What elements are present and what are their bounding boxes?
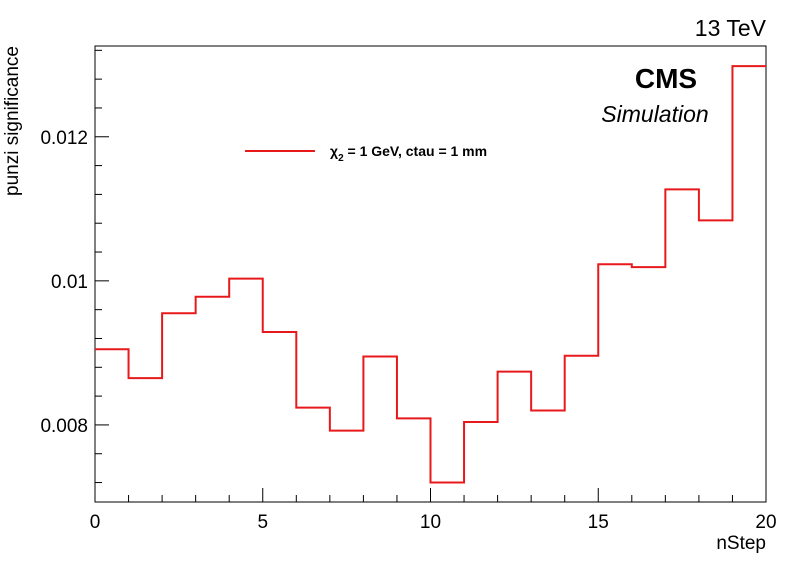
- y-tick-label: 0.008: [40, 416, 88, 437]
- x-tick-label: 20: [755, 512, 776, 533]
- x-tick-label: 5: [257, 512, 268, 533]
- y-tick-labels: 0.008 0.01 0.012: [40, 128, 88, 437]
- simulation-label: Simulation: [601, 101, 708, 127]
- legend-entry: χ2 = 1 GeV, ctau = 1 mm: [330, 143, 487, 164]
- legend: χ2 = 1 GeV, ctau = 1 mm: [245, 143, 487, 164]
- x-tick-label: 15: [588, 512, 609, 533]
- x-tick-labels: 0 5 10 15 20: [90, 512, 777, 533]
- energy-label: 13 TeV: [695, 15, 767, 41]
- x-tick-label: 10: [420, 512, 441, 533]
- x-axis-title: nStep: [716, 533, 766, 554]
- legend-symbol: χ: [330, 143, 338, 159]
- legend-label: = 1 GeV, ctau = 1 mm: [344, 143, 487, 159]
- y-axis-title: punzi significance: [2, 46, 23, 196]
- x-tick-label: 0: [90, 512, 101, 533]
- y-axis: [95, 49, 109, 484]
- legend-subscript: 2: [338, 153, 344, 164]
- y-tick-label: 0.012: [40, 128, 88, 149]
- cms-label: CMS: [635, 63, 697, 94]
- x-axis: [94, 488, 767, 502]
- series-line: [95, 65, 766, 484]
- y-tick-label: 0.01: [51, 272, 88, 293]
